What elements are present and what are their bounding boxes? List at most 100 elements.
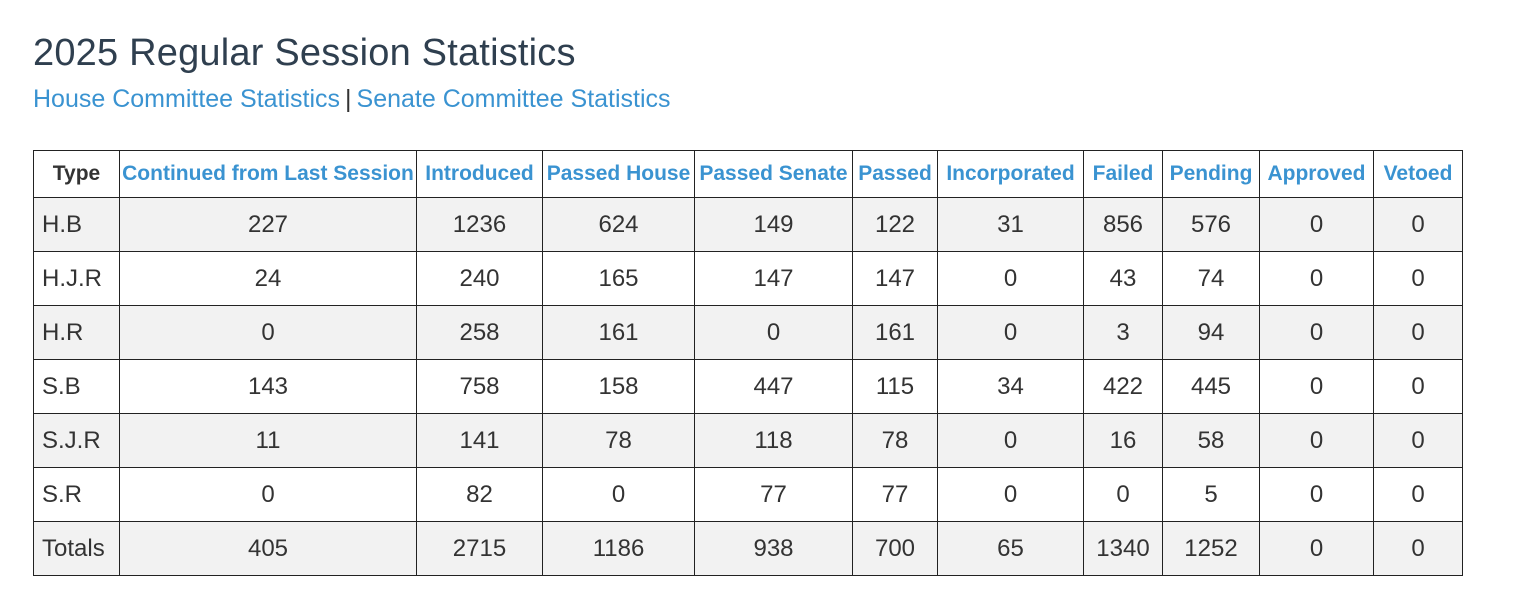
table-cell: 0 (1259, 413, 1374, 468)
table-cell: 77 (694, 467, 853, 522)
column-header-introduced[interactable]: Introduced (416, 150, 543, 198)
table-cell: 0 (1259, 251, 1374, 306)
table-cell: 147 (852, 251, 938, 306)
table-row: S.R 0 82 0 77 77 0 0 5 0 0 (33, 467, 1463, 522)
table-cell: 78 (852, 413, 938, 468)
table-cell: 0 (1373, 413, 1463, 468)
table-row: H.R 0 258 161 0 161 0 3 94 0 0 (33, 305, 1463, 360)
table-cell: 0 (1373, 197, 1463, 252)
table-cell: 0 (1259, 197, 1374, 252)
table-cell: 240 (416, 251, 543, 306)
table-cell: 24 (119, 251, 417, 306)
house-committee-statistics-link[interactable]: House Committee Statistics (33, 85, 341, 113)
table-cell: 115 (852, 359, 938, 414)
column-header-pending[interactable]: Pending (1162, 150, 1260, 198)
table-cell: 149 (694, 197, 853, 252)
table-cell: 43 (1083, 251, 1163, 306)
column-header-incorporated[interactable]: Incorporated (937, 150, 1084, 198)
row-type-cell: H.J.R (33, 251, 120, 306)
senate-committee-statistics-link[interactable]: Senate Committee Statistics (356, 85, 671, 113)
table-cell: 161 (852, 305, 938, 360)
row-type-cell: S.R (33, 467, 120, 522)
table-cell: 147 (694, 251, 853, 306)
table-cell: 5 (1162, 467, 1260, 522)
table-cell: 0 (937, 251, 1084, 306)
table-row: H.B 227 1236 624 149 122 31 856 576 0 0 (33, 197, 1463, 252)
table-cell: 118 (694, 413, 853, 468)
link-separator: | (345, 85, 352, 113)
table-cell: 1236 (416, 197, 543, 252)
table-cell: 0 (119, 467, 417, 522)
table-cell: 0 (542, 467, 695, 522)
table-cell: 1252 (1162, 521, 1260, 576)
table-cell: 624 (542, 197, 695, 252)
table-cell: 143 (119, 359, 417, 414)
column-header-continued[interactable]: Continued from Last Session (119, 150, 417, 198)
table-cell: 74 (1162, 251, 1260, 306)
table-cell: 422 (1083, 359, 1163, 414)
table-row: S.J.R 11 141 78 118 78 0 16 58 0 0 (33, 413, 1463, 468)
table-cell: 258 (416, 305, 543, 360)
table-cell: 0 (119, 305, 417, 360)
column-header-passed[interactable]: Passed (852, 150, 938, 198)
table-cell: 0 (1373, 251, 1463, 306)
table-cell: 94 (1162, 305, 1260, 360)
row-type-cell: Totals (33, 521, 120, 576)
column-header-failed[interactable]: Failed (1083, 150, 1163, 198)
table-cell: 758 (416, 359, 543, 414)
table-cell: 3 (1083, 305, 1163, 360)
row-type-cell: H.B (33, 197, 120, 252)
table-cell: 0 (1373, 305, 1463, 360)
table-cell: 0 (1373, 521, 1463, 576)
page-container: 2025 Regular Session Statistics House Co… (33, 28, 1473, 576)
page-title: 2025 Regular Session Statistics (33, 32, 576, 74)
table-cell: 0 (1083, 467, 1163, 522)
table-cell: 700 (852, 521, 938, 576)
table-cell: 65 (937, 521, 1084, 576)
column-header-passed-house[interactable]: Passed House (542, 150, 695, 198)
table-cell: 122 (852, 197, 938, 252)
table-cell: 0 (1259, 305, 1374, 360)
table-cell: 0 (1373, 359, 1463, 414)
row-type-cell: H.R (33, 305, 120, 360)
table-cell: 78 (542, 413, 695, 468)
table-cell: 161 (542, 305, 695, 360)
table-row: H.J.R 24 240 165 147 147 0 43 74 0 0 (33, 251, 1463, 306)
table-cell: 0 (937, 413, 1084, 468)
table-cell: 0 (937, 305, 1084, 360)
table-cell: 0 (937, 467, 1084, 522)
table-cell: 58 (1162, 413, 1260, 468)
table-cell: 158 (542, 359, 695, 414)
column-header-vetoed[interactable]: Vetoed (1373, 150, 1463, 198)
table-cell: 141 (416, 413, 543, 468)
table-cell: 0 (1259, 521, 1374, 576)
table-cell: 2715 (416, 521, 543, 576)
column-header-passed-senate[interactable]: Passed Senate (694, 150, 853, 198)
table-cell: 445 (1162, 359, 1260, 414)
table-cell: 227 (119, 197, 417, 252)
table-cell: 0 (1259, 359, 1374, 414)
table-cell: 0 (1259, 467, 1374, 522)
table-cell: 77 (852, 467, 938, 522)
column-header-type: Type (33, 150, 120, 198)
row-type-cell: S.B (33, 359, 120, 414)
table-cell: 405 (119, 521, 417, 576)
table-cell: 0 (694, 305, 853, 360)
table-cell: 31 (937, 197, 1084, 252)
table-cell: 1340 (1083, 521, 1163, 576)
table-cell: 16 (1083, 413, 1163, 468)
table-cell: 856 (1083, 197, 1163, 252)
table-cell: 34 (937, 359, 1084, 414)
table-cell: 938 (694, 521, 853, 576)
table-cell: 447 (694, 359, 853, 414)
column-header-approved[interactable]: Approved (1259, 150, 1374, 198)
committee-links: House Committee Statistics | Senate Commit… (33, 81, 1473, 117)
table-cell: 11 (119, 413, 417, 468)
table-header-row: Type Continued from Last Session Introdu… (33, 150, 1463, 198)
session-statistics-table: Type Continued from Last Session Introdu… (33, 150, 1463, 576)
totals-row: Totals 405 2715 1186 938 700 65 1340 125… (33, 521, 1463, 576)
table-cell: 576 (1162, 197, 1260, 252)
table-cell: 165 (542, 251, 695, 306)
row-type-cell: S.J.R (33, 413, 120, 468)
table-row: S.B 143 758 158 447 115 34 422 445 0 0 (33, 359, 1463, 414)
